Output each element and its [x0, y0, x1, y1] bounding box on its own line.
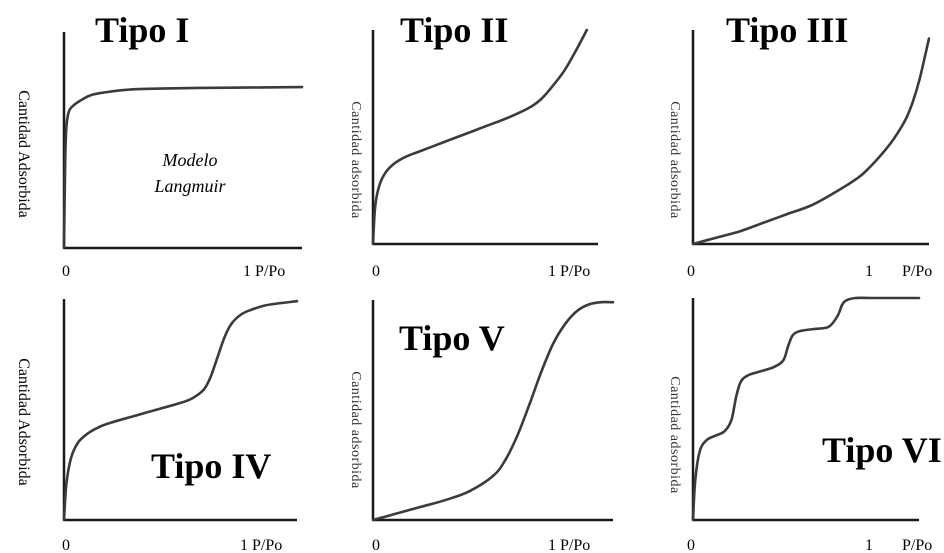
isotherm-panel-5: Tipo V Cantidad adsorbida 0 1 P/Po — [348, 300, 615, 553]
x-tick-label: 0 — [687, 537, 695, 553]
y-axis-label: Cantidad adsorbida — [348, 371, 363, 489]
panel-title: Tipo I — [95, 10, 189, 50]
x-tick-label: 1 P/Po — [548, 263, 590, 280]
x-tick-label: 0 — [62, 263, 70, 280]
isotherm-curve — [62, 85, 304, 250]
x-tick-label: P/Po — [902, 263, 932, 280]
x-tick-label: 0 — [62, 537, 70, 553]
isotherm-panel-6: Tipo VI Cantidad adsorbida 0 1 P/Po — [667, 296, 942, 553]
panel-title: Tipo III — [726, 10, 848, 50]
x-tick-label: 1 P/Po — [243, 263, 285, 280]
model-annotation: Langmuir — [153, 176, 226, 196]
isotherm-curve — [371, 28, 589, 246]
y-axis-label: Cantidad Adsorbida — [15, 358, 32, 486]
model-annotation: Modelo — [162, 150, 218, 170]
x-tick-label: P/Po — [902, 537, 932, 553]
isotherm-panel-3: Tipo III Cantidad adsorbida 0 1 P/Po — [667, 10, 932, 280]
panel-title: Tipo VI — [822, 430, 942, 470]
y-axis-label: Cantidad adsorbida — [667, 101, 682, 219]
x-tick-label: 0 — [687, 263, 695, 280]
panel-title: Tipo V — [399, 318, 505, 358]
x-tick-label: 1 — [865, 537, 873, 553]
isotherm-curve — [371, 300, 615, 522]
x-tick-label: 1 — [865, 263, 873, 280]
isotherm-panel-2: Tipo II Cantidad adsorbida 0 1 P/Po — [348, 10, 598, 280]
y-axis-label: Cantidad Adsorbida — [15, 90, 32, 218]
panel-title: Tipo II — [400, 10, 508, 50]
x-tick-label: 1 P/Po — [240, 537, 282, 553]
x-tick-label: 0 — [372, 263, 380, 280]
isotherm-curve — [62, 299, 299, 522]
x-tick-label: 0 — [372, 537, 380, 553]
isotherm-curve — [691, 296, 921, 522]
isotherm-curve — [691, 37, 931, 246]
isotherm-panel-1: Tipo I Cantidad Adsorbida 0 1 P/Po Modelo Lan… — [15, 10, 304, 280]
panel-title: Tipo IV — [151, 446, 271, 486]
isotherm-panel-4: Tipo IV Cantidad Adsorbida 0 1 P/Po — [15, 299, 299, 553]
y-axis-label: Cantidad adsorbida — [348, 101, 363, 219]
x-tick-label: 1 P/Po — [548, 537, 590, 553]
y-axis-label: Cantidad adsorbida — [667, 376, 682, 494]
